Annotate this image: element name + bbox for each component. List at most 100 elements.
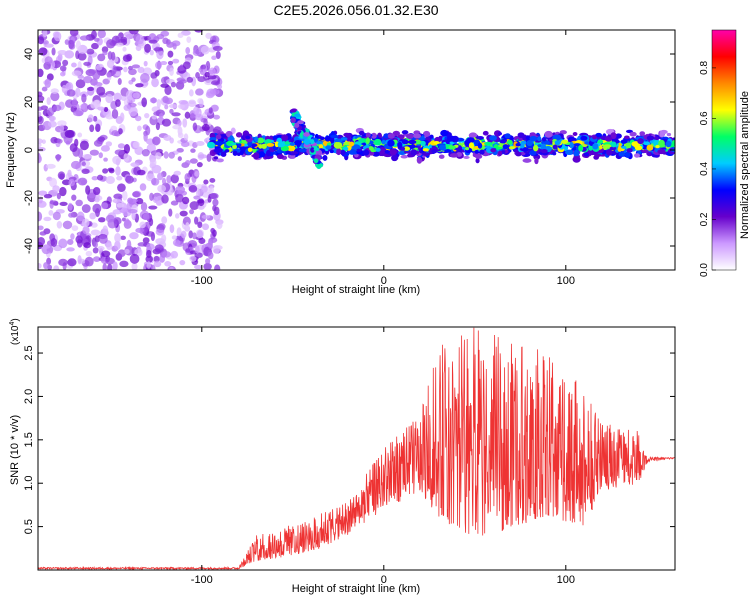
noise-cell: [207, 240, 213, 249]
noise-cell: [207, 251, 214, 260]
signal-cell: [666, 132, 672, 137]
noise-cell: [53, 31, 62, 42]
noise-cell: [76, 211, 85, 222]
noise-cell: [189, 209, 195, 215]
noise-cell: [81, 161, 87, 167]
noise-cell: [135, 34, 144, 45]
noise-cell: [175, 193, 184, 203]
noise-cell: [51, 47, 56, 56]
noise-cell: [47, 120, 57, 128]
noise-cell: [68, 39, 75, 49]
noise-cell: [95, 64, 103, 71]
noise-cell: [158, 113, 164, 119]
noise-cell: [157, 172, 164, 181]
signal-cell: [552, 151, 557, 156]
noise-cell: [213, 114, 221, 120]
noise-cell: [160, 61, 168, 66]
noise-cell: [181, 141, 190, 148]
noise-cell: [38, 211, 43, 222]
noise-cell: [38, 153, 41, 163]
noise-cell: [41, 86, 48, 92]
noise-cell: [196, 230, 204, 238]
noise-cell: [190, 148, 196, 153]
signal-cell: [431, 149, 438, 154]
signal-cell: [265, 139, 272, 144]
noise-cell: [117, 143, 126, 149]
noise-cell: [141, 97, 148, 108]
signal-cell: [540, 149, 548, 154]
noise-cell: [197, 204, 205, 210]
spectrogram-x-ticks: -100 0 100: [191, 30, 575, 287]
noise-cell: [50, 91, 60, 102]
noise-cell: [75, 79, 86, 89]
noise-cell: [111, 130, 120, 137]
noise-cell: [106, 242, 113, 251]
noise-cell: [178, 99, 189, 105]
noise-cell: [38, 225, 44, 231]
noise-cell: [67, 238, 74, 246]
signal-cell: [400, 154, 409, 159]
signal-cell: [534, 157, 539, 165]
noise-cell: [38, 138, 44, 144]
signal-cell: [508, 146, 516, 150]
noise-cell: [116, 175, 123, 181]
noise-cell: [71, 70, 82, 77]
signal-cell: [348, 141, 355, 147]
signal-cell: [438, 154, 445, 159]
noise-cell: [72, 98, 78, 108]
signal-cell: [266, 142, 275, 147]
x-tick-label: 0: [381, 574, 387, 586]
noise-cell: [144, 43, 152, 53]
signal-cell: [235, 132, 243, 138]
noise-cell: [68, 212, 75, 218]
noise-cell: [98, 217, 106, 223]
noise-cell: [192, 122, 198, 131]
signal-cell: [572, 131, 578, 136]
noise-cell: [92, 203, 102, 214]
noise-cell: [154, 244, 164, 253]
noise-cell: [206, 153, 212, 162]
colorbar-tick-label: 0.8: [699, 61, 710, 75]
signal-cell: [604, 136, 613, 142]
noise-cell: [71, 194, 77, 201]
noise-cell: [182, 196, 190, 205]
noise-cell: [116, 202, 124, 208]
colorbar-frame: [711, 29, 737, 271]
signal-cell: [232, 150, 238, 156]
noise-cell: [202, 223, 210, 231]
noise-cell: [52, 185, 60, 193]
noise-cell: [45, 163, 56, 169]
branch-cell: [294, 122, 300, 128]
signal-cell: [229, 135, 234, 141]
noise-cell: [148, 205, 158, 210]
noise-cell: [144, 113, 150, 119]
noise-cell: [121, 190, 128, 201]
noise-cell: [209, 192, 219, 200]
signal-cell: [504, 133, 511, 139]
noise-cell: [155, 61, 162, 70]
noise-cell: [103, 157, 108, 162]
signal-cell: [381, 139, 386, 145]
signal-cell: [333, 141, 343, 149]
signal-cell: [489, 135, 498, 141]
noise-cell: [101, 250, 111, 258]
noise-cell: [197, 76, 206, 83]
signal-cell: [397, 141, 403, 149]
colorbar-tick-label: 0.4: [699, 162, 710, 176]
snr-panel: -100 0 100 0.5 1.0 1.5 2.0 2.5 Height of strai…: [9, 318, 676, 595]
noise-cell: [143, 60, 148, 67]
noise-cell: [180, 30, 191, 36]
noise-cell: [52, 211, 61, 221]
snr-series-line: [38, 327, 675, 570]
signal-cell: [610, 141, 617, 148]
y-tick-label: 0: [23, 147, 35, 153]
noise-cell: [124, 248, 130, 254]
noise-cell: [135, 83, 144, 88]
signal-cell: [625, 142, 632, 149]
noise-cell: [192, 232, 197, 240]
signal-cell: [610, 132, 617, 140]
branch-cell: [294, 113, 301, 118]
x-tick-label: -100: [191, 275, 213, 287]
signal-cell: [209, 137, 217, 142]
signal-cell: [258, 151, 266, 158]
